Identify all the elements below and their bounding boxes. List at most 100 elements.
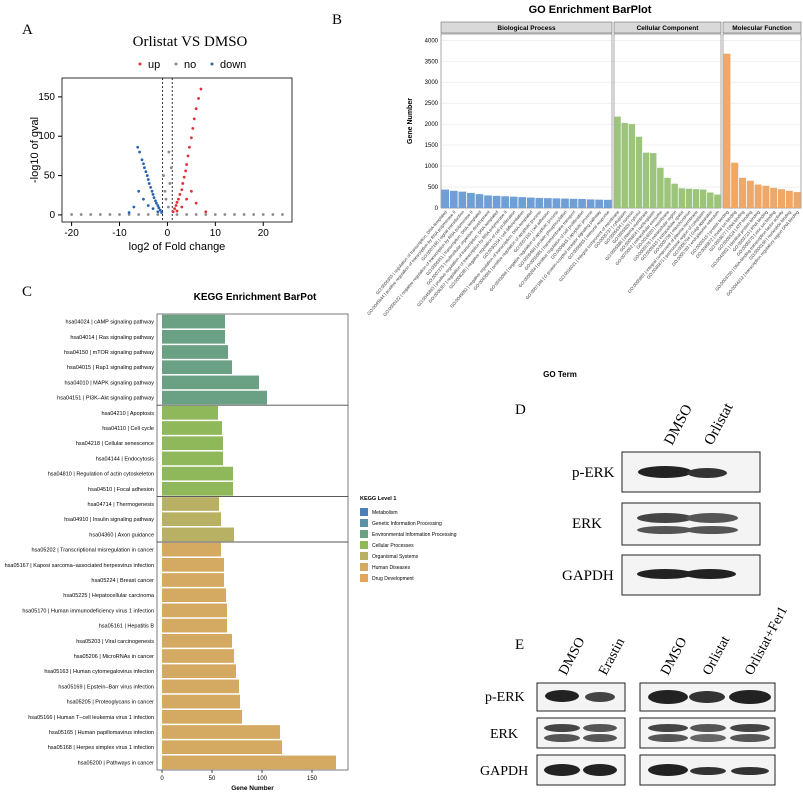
legend-swatch xyxy=(360,519,368,527)
point xyxy=(163,189,167,193)
x-tick-label: 150 xyxy=(307,776,318,782)
row-label: ERK xyxy=(572,516,602,532)
point xyxy=(199,87,203,91)
bar xyxy=(162,664,236,679)
lane-label: Orlistat+Fer1 xyxy=(742,604,791,678)
bar xyxy=(685,188,693,208)
legend-swatch xyxy=(360,530,368,538)
bar xyxy=(162,512,221,527)
band xyxy=(730,734,770,742)
band xyxy=(686,526,738,534)
band xyxy=(544,734,580,742)
bar xyxy=(441,189,450,208)
bar xyxy=(664,177,671,208)
y-tick-label: hsa05203 | Viral carcinogenesis xyxy=(76,639,154,645)
row-label: p-ERK xyxy=(572,465,615,481)
point xyxy=(145,174,149,177)
band xyxy=(689,691,725,703)
band xyxy=(583,764,617,776)
band xyxy=(648,724,688,732)
point xyxy=(175,209,179,213)
bar xyxy=(162,755,336,770)
point xyxy=(173,207,177,211)
bar xyxy=(657,167,664,208)
y-tick-label: 3000 xyxy=(425,80,439,86)
point xyxy=(142,197,145,201)
bar xyxy=(162,618,227,633)
point xyxy=(127,211,131,214)
y-tick-label: hsa04910 | Insulin signaling pathway xyxy=(64,517,154,523)
y-tick-label: 500 xyxy=(428,185,439,191)
bar xyxy=(449,190,458,208)
bar xyxy=(162,542,221,557)
y-tick-label: 2500 xyxy=(425,101,439,107)
y-tick-label: hsa05167 | Kaposi sarcoma–associated her… xyxy=(5,563,154,569)
legend-marker xyxy=(210,62,214,66)
bar xyxy=(569,198,578,208)
bar xyxy=(492,195,501,208)
lane-label: Erastin xyxy=(596,636,628,678)
legend-label: Environmental Information Processing xyxy=(372,532,457,538)
bar xyxy=(707,192,714,208)
bar xyxy=(162,329,225,344)
point xyxy=(168,182,172,185)
point xyxy=(154,199,157,203)
bar xyxy=(467,192,475,208)
bar xyxy=(614,116,621,208)
band xyxy=(544,764,580,776)
point xyxy=(136,145,140,149)
point xyxy=(146,204,150,207)
panel-label: D xyxy=(515,402,526,418)
bar xyxy=(162,740,282,755)
point xyxy=(137,189,141,193)
x-tick-label: 100 xyxy=(257,776,268,782)
band xyxy=(637,526,693,534)
bar xyxy=(628,124,636,208)
y-tick-label: hsa05169 | Epstein–Barr virus infection xyxy=(58,684,154,690)
plot-frame xyxy=(61,77,293,223)
band xyxy=(684,569,736,579)
point xyxy=(79,213,83,216)
bar xyxy=(484,195,492,208)
legend-swatch xyxy=(360,574,368,582)
point xyxy=(185,163,188,166)
y-tick-label: hsa04360 | Axon guidance xyxy=(89,532,154,538)
band xyxy=(729,690,771,704)
point xyxy=(171,210,175,214)
bar xyxy=(475,194,484,208)
point xyxy=(261,213,265,216)
legend-label: Metabolism xyxy=(372,510,398,516)
point xyxy=(146,213,150,216)
y-tick-label: hsa04510 | Focal adhesion xyxy=(88,487,154,493)
lane-label: Orlistat xyxy=(701,400,737,448)
row-label: p-ERK xyxy=(485,690,525,705)
y-tick-label: hsa04210 | Apoptosis xyxy=(102,411,155,417)
legend-label: Cellular Processes xyxy=(372,543,414,549)
x-tick-label: 50 xyxy=(209,776,216,782)
bar xyxy=(162,405,218,420)
point xyxy=(149,185,153,189)
row-label: GAPDH xyxy=(562,568,614,584)
band xyxy=(648,734,688,742)
bar xyxy=(162,481,233,496)
bar xyxy=(162,649,234,663)
x-axis-label: log2 of Fold change xyxy=(129,241,226,253)
y-tick-label: hsa04110 | Cell cycle xyxy=(102,426,154,432)
facet-title: Biological Process xyxy=(497,25,556,32)
x-tick-label: 10 xyxy=(210,228,222,239)
band xyxy=(690,734,726,742)
bar xyxy=(671,183,678,208)
band xyxy=(638,466,692,478)
point xyxy=(167,150,171,154)
bar xyxy=(162,421,222,435)
bar xyxy=(162,527,234,542)
point xyxy=(146,178,150,181)
y-tick-label: hsa05200 | Pathways in cancer xyxy=(78,760,155,766)
panel-label: B xyxy=(332,12,342,28)
y-tick-label: hsa05202 | Transcriptional misregulation… xyxy=(32,548,155,554)
point xyxy=(158,208,162,212)
point xyxy=(156,213,160,216)
y-tick-label: hsa05205 | Proteoglycans in cancer xyxy=(67,700,155,706)
bar xyxy=(162,436,223,451)
facet-title: Cellular Component xyxy=(637,25,700,32)
